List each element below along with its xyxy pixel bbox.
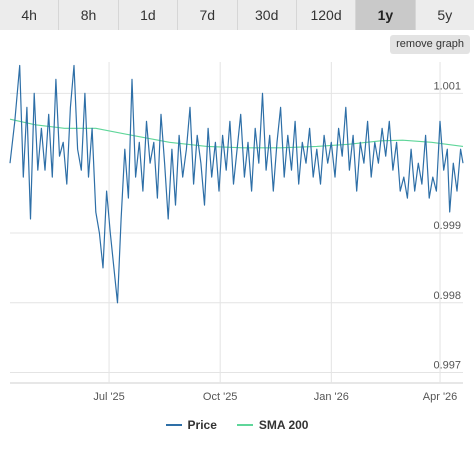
legend-label-sma: SMA 200 (258, 418, 309, 432)
legend-swatch-sma (236, 424, 253, 426)
legend-swatch-price (165, 424, 182, 426)
legend-item-sma[interactable]: SMA 200 (236, 418, 309, 432)
tick-labels: 1.001 0.999 0.998 0.997 Jul '25 Oct '25 Jan '2… (93, 80, 461, 403)
y-tick-label: 0.999 (433, 220, 461, 232)
x-tick-label: Jul '25 (93, 391, 124, 403)
series-layer (9, 64, 464, 304)
range-button-30d[interactable]: 30d (237, 0, 297, 30)
range-button-1d[interactable]: 1d (118, 0, 179, 30)
legend-label-price: Price (187, 418, 217, 432)
x-tick-label: Oct '25 (203, 391, 238, 403)
chart-legend: Price SMA 200 (0, 418, 474, 432)
range-button-120d[interactable]: 120d (296, 0, 357, 30)
price-line (9, 64, 464, 304)
range-button-8h[interactable]: 8h (59, 0, 119, 30)
range-button-1y[interactable]: 1y (356, 0, 416, 30)
y-tick-label: 0.997 (433, 360, 461, 372)
y-tick-label: 0.998 (433, 290, 461, 302)
grid-layer (10, 62, 463, 384)
legend-item-price[interactable]: Price (165, 418, 217, 432)
range-button-5y[interactable]: 5y (415, 0, 474, 30)
price-chart: 1.001 0.999 0.998 0.997 Jul '25 Oct '25 Jan '2… (9, 62, 464, 403)
remove-graph-button[interactable]: remove graph (390, 35, 470, 54)
range-button-7d[interactable]: 7d (178, 0, 238, 30)
range-button-4h[interactable]: 4h (0, 0, 60, 30)
y-tick-label: 1.001 (433, 80, 461, 92)
x-tick-label: Apr '26 (423, 391, 458, 403)
x-tick-label: Jan '26 (314, 391, 349, 403)
range-selector: 4h 8h 1d 7d 30d 120d 1y 5y (0, 0, 474, 30)
